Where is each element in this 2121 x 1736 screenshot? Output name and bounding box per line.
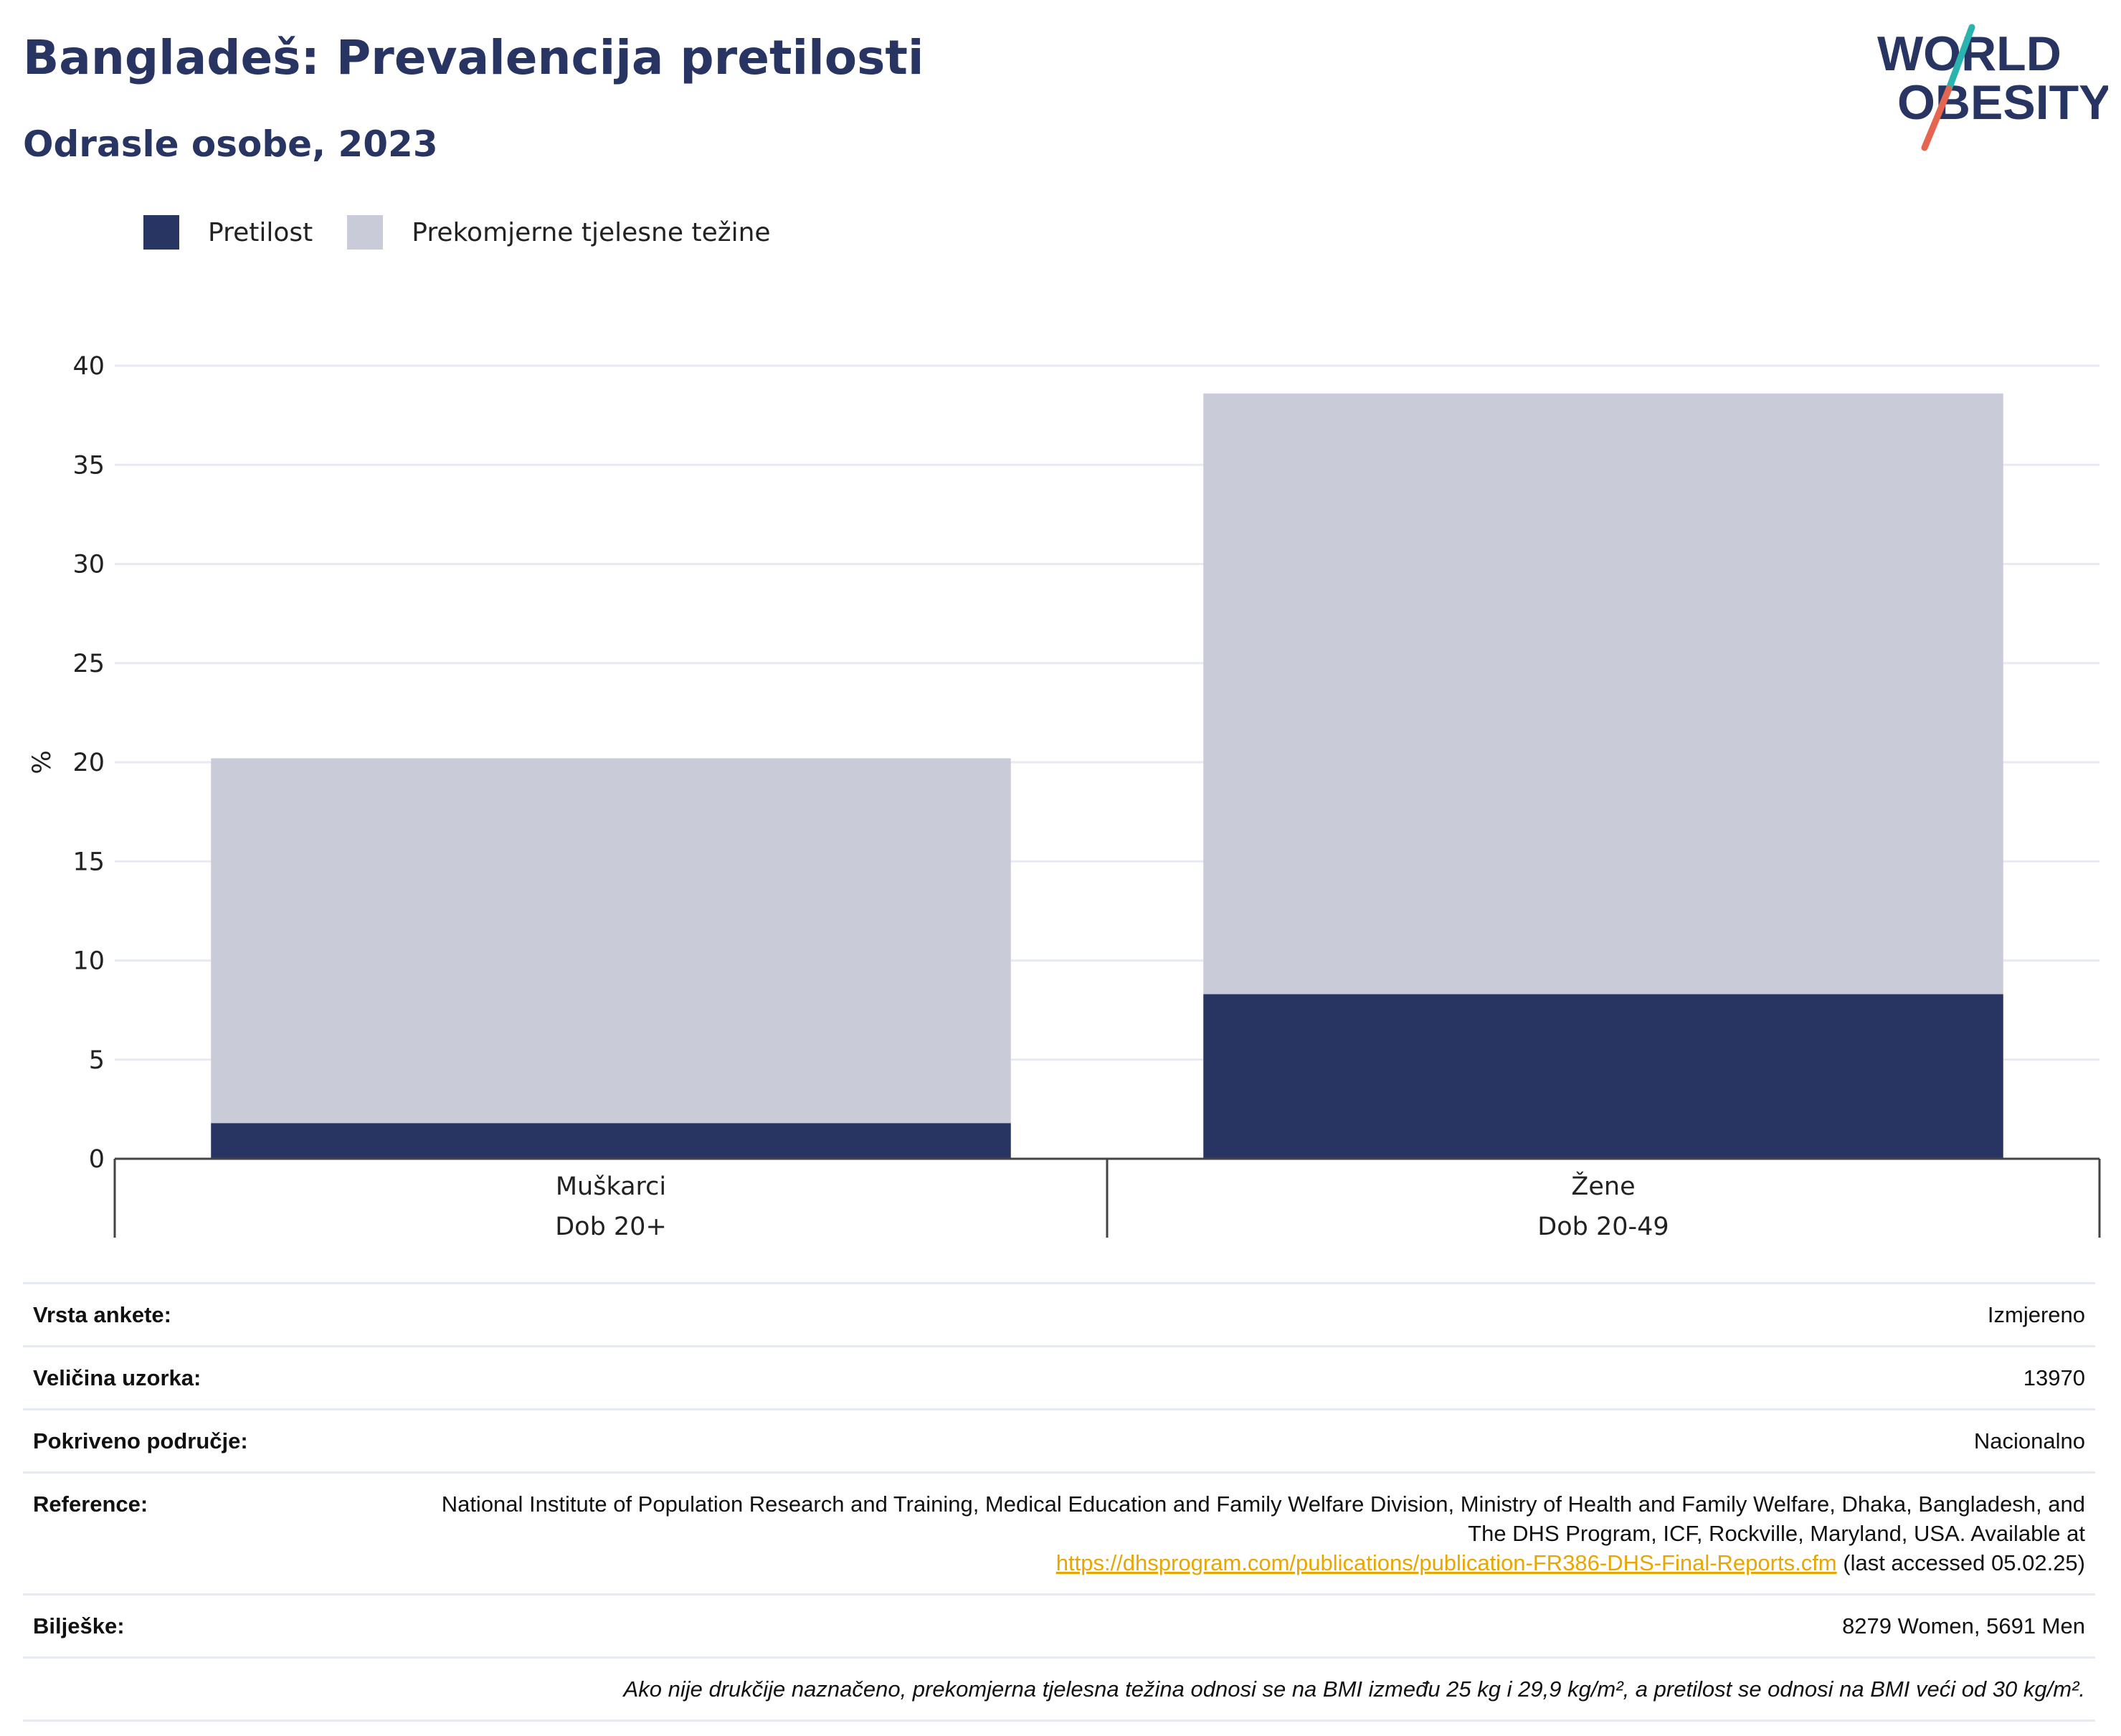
y-tick-label: 20	[72, 749, 105, 777]
y-tick-label: 5	[89, 1046, 105, 1075]
bar-obesity	[211, 1123, 1011, 1159]
x-tick-label: Dob 20+	[555, 1213, 667, 1241]
bar-obesity	[1203, 994, 2003, 1159]
logo-slash-top	[1945, 24, 1975, 93]
logo-slash-bottom	[1921, 85, 1952, 151]
y-tick-label: 0	[89, 1145, 105, 1174]
sample-size-label: Veličina uzorka:	[23, 1345, 402, 1410]
chart-legend: Pretilost Prekomjerne tjelesne težine	[143, 212, 805, 252]
legend-item-obesity[interactable]: Pretilost	[143, 215, 313, 250]
notes-label: Bilješke:	[23, 1593, 402, 1658]
sample-size-value: 13970	[402, 1345, 2095, 1410]
logo-text-obesity: OBESITY	[1897, 75, 2108, 130]
info-row-notes: Bilješke: 8279 Women, 5691 Men	[23, 1593, 2095, 1658]
y-tick-label: 30	[72, 551, 105, 579]
coverage-label: Pokriveno područje:	[23, 1408, 402, 1473]
info-row-sample-size: Veličina uzorka: 13970	[23, 1345, 2095, 1410]
y-tick-label: 40	[72, 352, 105, 381]
y-tick-label: 10	[72, 947, 105, 976]
chart-subtitle: Odrasle osobe, 2023	[23, 123, 438, 165]
survey-type-label: Vrsta ankete:	[23, 1282, 402, 1347]
world-obesity-logo: WORLD OBESITY	[1877, 24, 2108, 151]
y-tick-label: 35	[72, 451, 105, 480]
notes-value: 8279 Women, 5691 Men	[402, 1593, 2095, 1658]
info-row-footnote: Ako nije drukčije naznačeno, prekomjerna…	[23, 1656, 2095, 1722]
legend-swatch-obesity	[143, 215, 179, 250]
stacked-bar-chart: 0 5 10 15 20 25 30 35 40% Muškarci Dob 20+ Žene Dob …	[28, 352, 2101, 1241]
legend-item-overweight[interactable]: Prekomjerne tjelesne težine	[347, 215, 771, 250]
reference-value: National Institute of Population Researc…	[402, 1471, 2095, 1595]
footnote-text: Ako nije drukčije naznačeno, prekomjerna…	[23, 1656, 2095, 1722]
reference-link[interactable]: https://dhsprogram.com/publications/publ…	[1055, 1550, 1837, 1575]
y-tick-label: 15	[72, 848, 105, 876]
chart-title: Bangladeš: Prevalencija pretilosti	[23, 30, 924, 85]
survey-info-table: Vrsta ankete: Izmjereno Veličina uzorka:…	[23, 1282, 2095, 1722]
legend-label-obesity: Pretilost	[208, 217, 313, 247]
x-tick-label: Dob 20-49	[1537, 1213, 1669, 1241]
bar-overweight	[1203, 393, 2003, 995]
survey-type-value: Izmjereno	[402, 1282, 2095, 1347]
y-tick-label: 25	[72, 650, 105, 678]
info-row-reference: Reference: National Institute of Populat…	[23, 1471, 2095, 1595]
legend-label-overweight: Prekomjerne tjelesne težine	[412, 217, 771, 247]
bar-overweight	[211, 758, 1011, 1124]
x-tick-label: Žene	[1571, 1171, 1635, 1201]
x-tick-label: Muškarci	[556, 1172, 666, 1201]
y-axis-label: %	[28, 750, 57, 774]
coverage-value: Nacionalno	[402, 1408, 2095, 1473]
info-row-coverage: Pokriveno područje: Nacionalno	[23, 1408, 2095, 1473]
legend-swatch-overweight	[347, 215, 384, 250]
info-row-survey-type: Vrsta ankete: Izmjereno	[23, 1282, 2095, 1347]
reference-label: Reference:	[23, 1471, 402, 1595]
reference-text: National Institute of Population Researc…	[441, 1491, 2085, 1546]
reference-suffix: (last accessed 05.02.25)	[1843, 1550, 2085, 1575]
